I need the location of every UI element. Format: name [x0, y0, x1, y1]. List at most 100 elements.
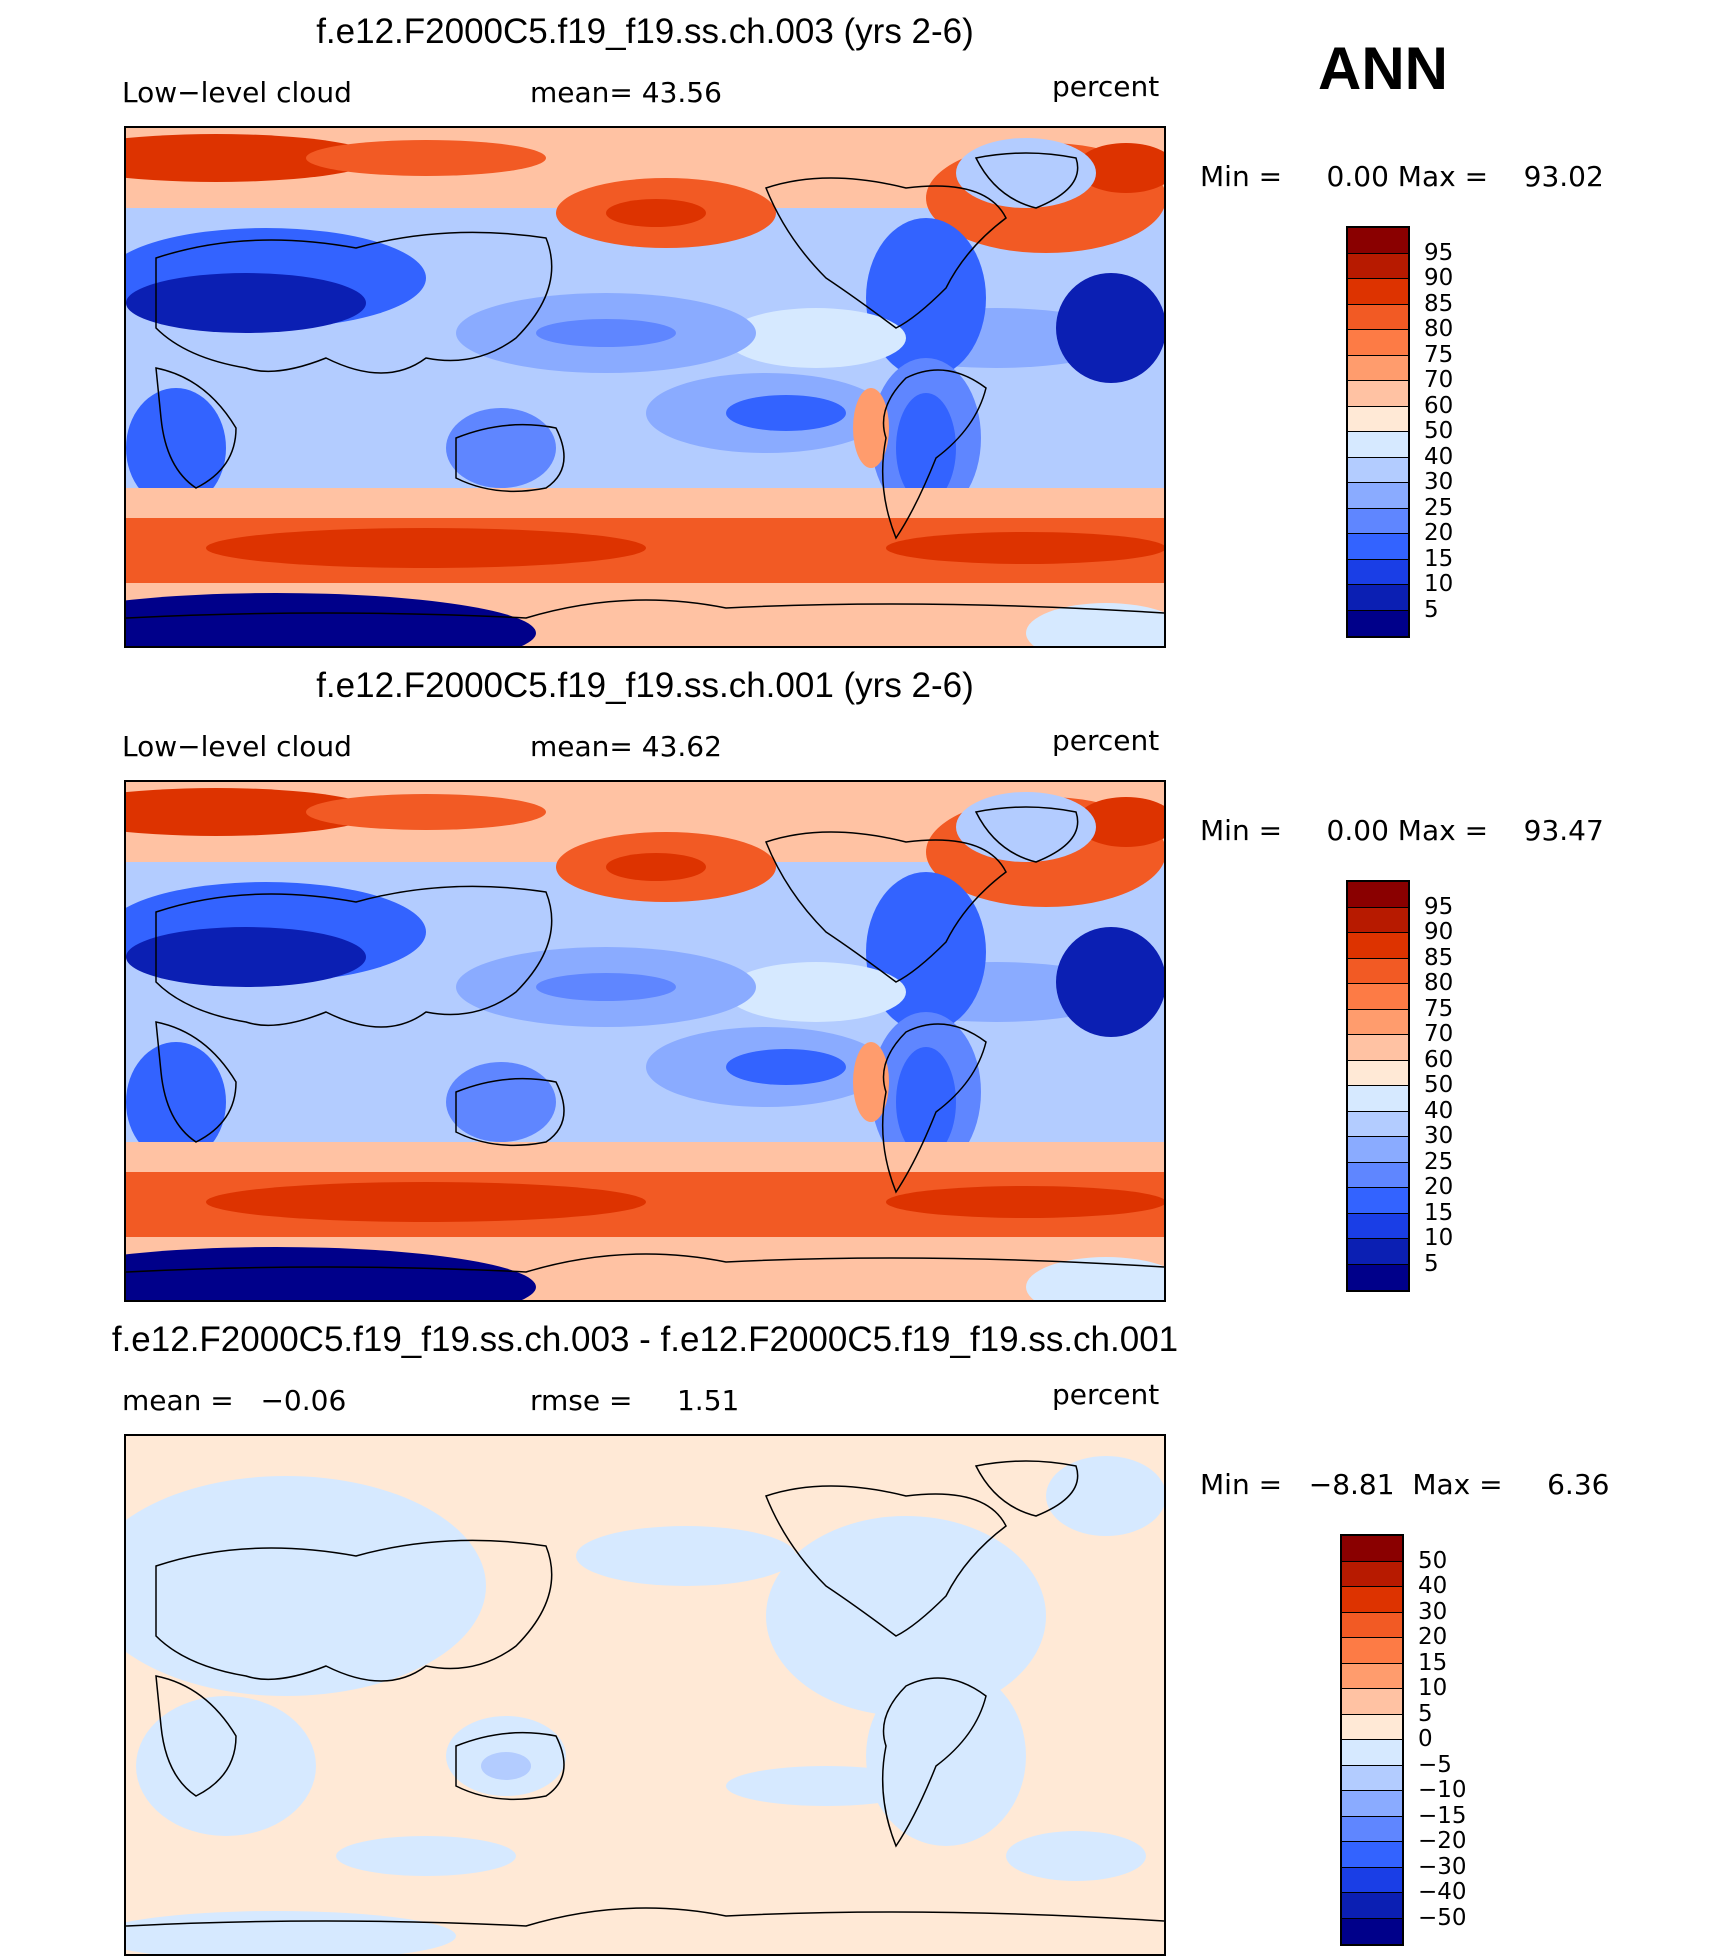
colorbar-tick-label: 75 — [1424, 341, 1454, 368]
units-label: percent — [1052, 1378, 1160, 1411]
colorbar-swatch — [1348, 1111, 1408, 1137]
colorbar-tick-label: 25 — [1424, 494, 1454, 521]
colorbar-tick-label: 80 — [1424, 970, 1454, 996]
colorbar-tick-label: 40 — [1424, 1097, 1454, 1124]
colorbar-swatch — [1348, 457, 1408, 483]
colorbar-tick-label: 30 — [1418, 1598, 1448, 1625]
colorbar-swatch — [1342, 1765, 1402, 1791]
colorbar-tick-label: 15 — [1424, 545, 1454, 572]
colorbar-swatch — [1348, 1264, 1408, 1290]
colorbar-swatch — [1348, 304, 1408, 330]
colorbar-tick-label: 15 — [1424, 1199, 1454, 1226]
units-label: percent — [1052, 70, 1160, 103]
colorbar-tick-label: −20 — [1418, 1828, 1467, 1854]
world-map-difference — [124, 1434, 1166, 1956]
colorbar-tick-label: 20 — [1418, 1624, 1448, 1650]
colorbar-tick-label: 85 — [1424, 944, 1454, 971]
colorbar-swatch — [1342, 1612, 1402, 1638]
colorbar-tick-label: 40 — [1424, 443, 1454, 470]
min-max-label: Min = 0.00 Max = 93.02 — [1200, 160, 1604, 193]
colorbar-tick-label: 50 — [1418, 1547, 1448, 1574]
colorbar-swatch — [1348, 406, 1408, 432]
colorbar — [1340, 1534, 1404, 1946]
colorbar-tick-label: −50 — [1418, 1904, 1467, 1931]
colorbar — [1346, 880, 1410, 1292]
panel-title: f.e12.F2000C5.f19_f19.ss.ch.001 (yrs 2-6… — [316, 666, 974, 705]
colorbar-tick-label: 60 — [1424, 392, 1454, 419]
colorbar-tick-label: 10 — [1424, 571, 1454, 597]
colorbar-swatch — [1348, 933, 1408, 959]
world-map-contour — [124, 780, 1166, 1302]
colorbar-tick-label: 75 — [1424, 995, 1454, 1022]
colorbar-tick-label: 30 — [1424, 469, 1454, 495]
colorbar-tick-label: 85 — [1424, 290, 1454, 317]
colorbar-tick-label: 15 — [1418, 1649, 1448, 1676]
colorbar-swatch — [1348, 508, 1408, 534]
colorbar-swatch — [1348, 559, 1408, 585]
colorbar-tick-label: 95 — [1424, 239, 1454, 266]
rmse-label: rmse = 1.51 — [530, 1384, 740, 1417]
colorbar-tick-label: 50 — [1424, 418, 1454, 444]
colorbar-swatch — [1342, 1561, 1402, 1587]
colorbar-swatch — [1348, 1162, 1408, 1188]
colorbar-tick-label: −15 — [1418, 1802, 1467, 1829]
colorbar-swatch — [1348, 1086, 1408, 1112]
colorbar — [1346, 226, 1410, 638]
colorbar-tick-label: 5 — [1418, 1700, 1433, 1727]
colorbar-swatch — [1342, 1536, 1402, 1562]
colorbar-swatch — [1342, 1842, 1402, 1868]
colorbar-swatch — [1348, 534, 1408, 560]
colorbar-tick-label: 10 — [1424, 1225, 1454, 1251]
mean-label: mean = −0.06 — [122, 1384, 347, 1417]
panel-title: f.e12.F2000C5.f19_f19.ss.ch.003 (yrs 2-6… — [316, 12, 974, 51]
colorbar-tick-label: 30 — [1424, 1123, 1454, 1149]
min-max-label: Min = 0.00 Max = 93.47 — [1200, 814, 1604, 847]
colorbar-tick-label: 70 — [1424, 367, 1454, 393]
colorbar-swatch — [1348, 253, 1408, 279]
colorbar-tick-label: 5 — [1424, 1250, 1439, 1277]
colorbar-tick-label: −40 — [1418, 1879, 1467, 1905]
colorbar-tick-label: −30 — [1418, 1853, 1467, 1880]
colorbar-tick-label: 40 — [1418, 1573, 1448, 1599]
colorbar-swatch — [1342, 1867, 1402, 1893]
colorbar-swatch — [1348, 907, 1408, 933]
colorbar-swatch — [1348, 1060, 1408, 1086]
colorbar-swatch — [1348, 381, 1408, 407]
colorbar-swatch — [1348, 1188, 1408, 1214]
colorbar-swatch — [1342, 1893, 1402, 1919]
colorbar-swatch — [1348, 610, 1408, 636]
colorbar-swatch — [1342, 1918, 1402, 1944]
colorbar-tick-label: 10 — [1418, 1675, 1448, 1701]
colorbar-tick-label: 60 — [1424, 1046, 1454, 1073]
colorbar-tick-label: 80 — [1424, 316, 1454, 342]
colorbar-swatch — [1342, 1587, 1402, 1613]
colorbar-tick-label: 90 — [1424, 919, 1454, 945]
variable-label: Low−level cloud — [122, 76, 352, 109]
colorbar-swatch — [1342, 1714, 1402, 1740]
colorbar-tick-label: 90 — [1424, 265, 1454, 291]
colorbar-tick-label: −10 — [1418, 1777, 1467, 1803]
colorbar-swatch — [1348, 882, 1408, 908]
colorbar-tick-label: 25 — [1424, 1148, 1454, 1175]
colorbar-tick-label: 70 — [1424, 1021, 1454, 1047]
colorbar-swatch — [1348, 1137, 1408, 1163]
colorbar-swatch — [1342, 1663, 1402, 1689]
colorbar-swatch — [1348, 330, 1408, 356]
colorbar-swatch — [1348, 1035, 1408, 1061]
colorbar-swatch — [1348, 432, 1408, 458]
colorbar-swatch — [1348, 1009, 1408, 1035]
world-map-contour — [124, 126, 1166, 648]
mean-label: mean= 43.62 — [530, 730, 722, 763]
season-label: ANN — [1318, 35, 1448, 102]
units-label: percent — [1052, 724, 1160, 757]
colorbar-swatch — [1342, 1689, 1402, 1715]
variable-label: Low−level cloud — [122, 730, 352, 763]
mean-label: mean= 43.56 — [530, 76, 722, 109]
colorbar-swatch — [1348, 228, 1408, 254]
colorbar-swatch — [1348, 279, 1408, 305]
min-max-label: Min = −8.81 Max = 6.36 — [1200, 1468, 1610, 1501]
colorbar-tick-label: 20 — [1424, 520, 1454, 546]
colorbar-swatch — [1342, 1791, 1402, 1817]
colorbar-tick-label: 0 — [1418, 1726, 1433, 1752]
colorbar-tick-label: 20 — [1424, 1174, 1454, 1200]
